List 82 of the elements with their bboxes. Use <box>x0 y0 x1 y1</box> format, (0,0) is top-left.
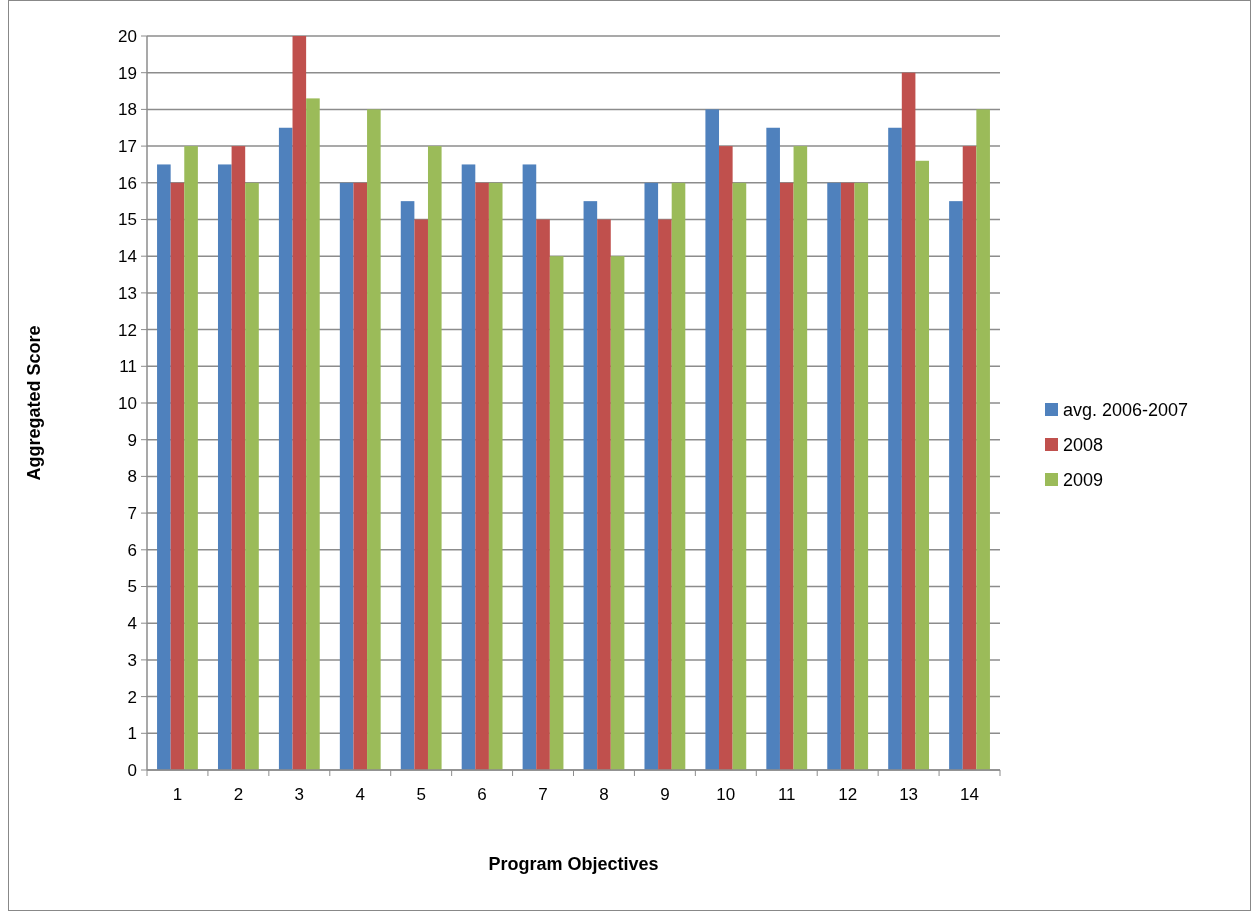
bar <box>671 182 686 770</box>
bar <box>522 164 537 770</box>
bar <box>339 182 354 770</box>
x-tick-label: 2 <box>233 785 244 804</box>
x-tick-label: 7 <box>538 785 548 804</box>
x-tick-label: 6 <box>477 785 487 804</box>
bar <box>827 182 841 770</box>
bar <box>245 182 259 770</box>
bar <box>400 201 415 770</box>
bar <box>610 256 625 770</box>
bar <box>644 182 659 770</box>
bar <box>475 182 489 770</box>
y-tick-label: 10 <box>118 393 137 413</box>
bar <box>888 127 902 770</box>
legend-label: avg. 2006-2007 <box>1063 400 1189 421</box>
bar <box>915 160 930 770</box>
bar <box>719 146 733 770</box>
bar <box>840 182 855 770</box>
x-tick-label: 3 <box>294 785 305 804</box>
bar <box>217 164 232 770</box>
x-tick-label: 10 <box>716 785 736 804</box>
bar <box>901 72 916 770</box>
bar <box>278 127 293 770</box>
x-tick-label: 11 <box>777 785 796 804</box>
y-tick-label: 7 <box>127 504 137 524</box>
bar <box>705 109 720 770</box>
y-tick-label: 13 <box>118 283 137 303</box>
bar <box>306 98 320 770</box>
x-tick-label: 1 <box>172 785 183 804</box>
bar <box>962 146 977 770</box>
y-tick-label: 8 <box>127 467 137 487</box>
y-tick-label: 12 <box>118 320 137 340</box>
bar <box>231 146 246 770</box>
y-tick-label: 3 <box>127 650 137 670</box>
y-tick-label: 17 <box>118 137 137 157</box>
x-tick-label: 9 <box>660 785 670 804</box>
y-tick-label: 20 <box>118 26 137 46</box>
bar <box>766 127 780 770</box>
bar <box>414 219 428 770</box>
bar <box>779 182 794 770</box>
y-tick-label: 5 <box>127 577 137 597</box>
bar <box>854 182 869 770</box>
bar <box>597 219 611 770</box>
bar <box>549 256 564 770</box>
x-tick-label: 12 <box>838 785 858 804</box>
y-tick-label: 1 <box>127 724 137 744</box>
y-tick-label: 0 <box>127 760 137 780</box>
x-tick-label: 4 <box>355 785 365 804</box>
bar <box>367 109 381 770</box>
bar <box>488 182 503 770</box>
bar <box>353 182 368 770</box>
bar <box>461 164 476 770</box>
y-tick-label: 4 <box>127 614 137 634</box>
legend-label: 2008 <box>1063 435 1104 456</box>
legend-label: 2009 <box>1063 470 1104 491</box>
x-tick-label: 5 <box>416 785 426 804</box>
y-tick-label: 16 <box>118 173 137 193</box>
bar <box>658 219 672 770</box>
x-axis-title: Program Objectives <box>488 854 659 874</box>
bar <box>427 146 442 770</box>
bar <box>949 201 963 770</box>
y-axis-title: Aggregated Score <box>24 325 44 481</box>
y-tick-label: 9 <box>127 430 137 450</box>
y-tick-label: 14 <box>118 247 137 267</box>
bar <box>732 182 747 770</box>
y-tick-label: 18 <box>118 100 137 120</box>
x-tick-label: 13 <box>899 785 919 804</box>
bar <box>184 146 198 770</box>
y-tick-label: 19 <box>118 63 137 83</box>
x-tick-label: 8 <box>599 785 609 804</box>
bar <box>793 146 808 770</box>
bar <box>536 219 550 770</box>
bar <box>976 109 990 770</box>
bar <box>170 182 185 770</box>
bar <box>292 36 307 770</box>
y-tick-label: 11 <box>119 357 137 377</box>
bar <box>583 201 598 770</box>
bar <box>157 164 171 770</box>
y-tick-label: 2 <box>127 687 137 707</box>
x-tick-label: 14 <box>960 785 979 804</box>
y-tick-label: 15 <box>118 210 137 230</box>
y-tick-label: 6 <box>127 540 137 560</box>
